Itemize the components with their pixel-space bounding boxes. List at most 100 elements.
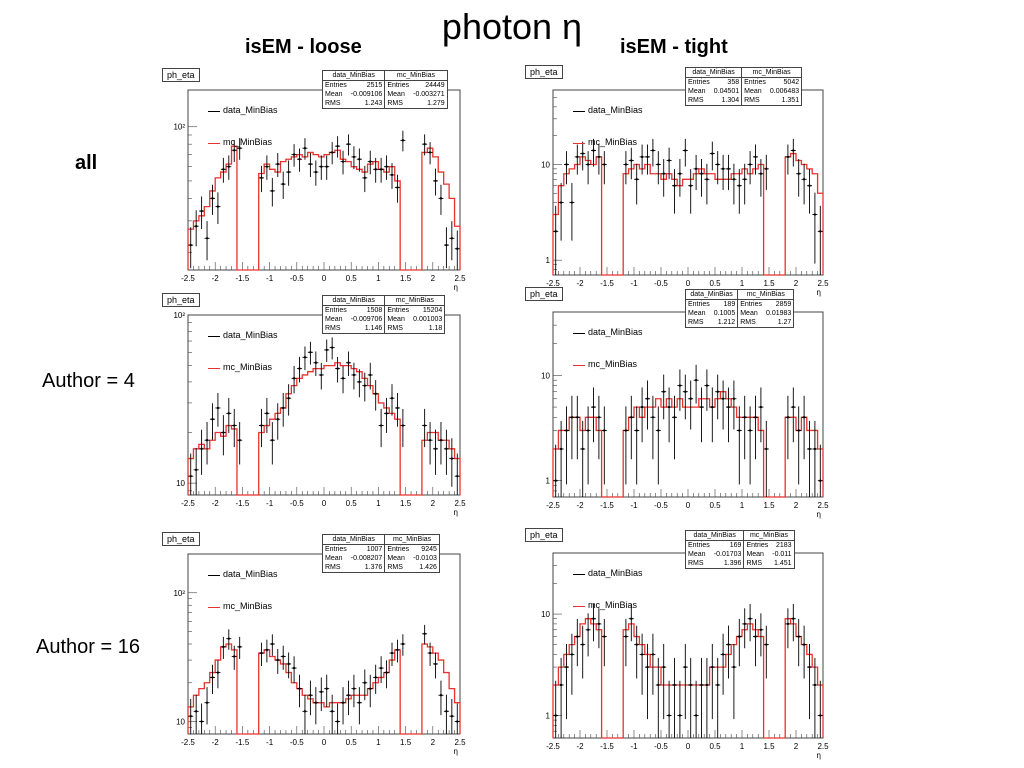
data-point <box>449 438 455 487</box>
stats-row: RMS 1.396 RMS 1.451 <box>688 559 792 569</box>
histogram-name-box: ph_eta <box>525 65 563 79</box>
x-tick-label: 1.5 <box>400 274 412 283</box>
data-point <box>790 603 796 642</box>
x-tick-label: 2.5 <box>454 738 466 747</box>
data-point <box>736 406 742 485</box>
data-point <box>634 625 640 679</box>
data-point <box>258 408 264 448</box>
data-point <box>796 159 802 197</box>
data-point <box>601 619 607 667</box>
data-point <box>449 221 455 261</box>
data-point <box>422 408 428 448</box>
x-tick-label: 2.5 <box>454 499 466 508</box>
data-point <box>199 196 205 230</box>
data-point <box>553 205 559 275</box>
data-point <box>362 372 368 402</box>
x-tick-label: -2.5 <box>546 501 560 510</box>
data-point <box>226 155 232 180</box>
data-point <box>763 420 769 497</box>
data-point <box>340 150 346 175</box>
data-point <box>280 393 286 427</box>
data-point <box>302 694 308 734</box>
data-point <box>585 406 591 485</box>
data-point <box>693 364 699 404</box>
data-point <box>302 138 308 160</box>
data-point <box>731 380 737 430</box>
data-point <box>209 184 215 215</box>
data-point <box>682 643 688 720</box>
data-point <box>362 669 368 701</box>
data-point <box>699 387 704 443</box>
mc-histogram-line <box>187 145 461 271</box>
data-point <box>367 362 373 390</box>
plot-frame <box>187 89 461 271</box>
x-tick-label: 1 <box>740 279 745 288</box>
data-point <box>564 151 569 185</box>
legend-mc-swatch <box>573 143 585 144</box>
data-point <box>558 420 564 497</box>
histogram-svg: -2.5 -2 -1.5 -1 -0.5 0 0.5 1 1.5 2 2.5η 1 10 <box>541 552 829 760</box>
data-point <box>715 657 721 738</box>
data-point <box>438 422 444 465</box>
y-tick-label: 10² <box>173 123 185 132</box>
data-point <box>286 652 292 679</box>
mc-histogram-line <box>552 391 824 498</box>
x-tick-label: 1.5 <box>763 501 775 510</box>
data-point <box>291 144 297 167</box>
x-tick-label: 2.5 <box>817 279 829 288</box>
data-point <box>693 680 699 738</box>
data-point <box>438 680 444 716</box>
data-point <box>666 387 672 443</box>
legend-data-swatch <box>573 574 585 575</box>
histogram-svg: -2.5 -2 -1.5 -1 -0.5 0 0.5 1 1.5 2 2.5η 10² <box>173 89 466 292</box>
legend-mc-label: mc_MinBias <box>223 601 273 611</box>
data-point <box>655 151 661 185</box>
data-point <box>591 603 596 642</box>
y-tick-label: 10 <box>541 160 550 169</box>
row-label-all: all <box>75 152 98 174</box>
x-tick-label: -2.5 <box>181 738 195 747</box>
data-point <box>389 384 395 416</box>
data-point <box>275 153 281 178</box>
data-point <box>650 138 656 167</box>
histogram-name-box: ph_eta <box>162 68 200 82</box>
mc-histogram-line <box>187 643 461 735</box>
data-point <box>362 165 368 193</box>
x-tick-label: 1 <box>376 274 381 283</box>
data-point <box>275 403 281 440</box>
x-tick-label: -0.5 <box>654 279 668 288</box>
data-point <box>623 406 629 485</box>
x-axis-label: η <box>454 747 458 756</box>
data-point <box>443 694 449 734</box>
histogram-panel-tight-a4: -2.5 -2 -1.5 -1 -0.5 0 0.5 1 1.5 2 2.5 η 1 10 data_Min… <box>523 287 833 521</box>
data-point <box>742 608 748 649</box>
y-tick-label: 10 <box>176 718 185 727</box>
data-point <box>650 395 656 460</box>
data-point <box>443 227 449 269</box>
data-point <box>796 619 802 667</box>
stats-row: Mean 0.04501 Mean 0.006483 <box>688 87 800 96</box>
data-point <box>709 643 715 720</box>
data-point <box>558 183 564 241</box>
data-point <box>747 406 753 485</box>
data-point <box>193 210 199 247</box>
data-point <box>639 144 645 175</box>
histogram-svg: -2.5 -2 -1.5 -1 -0.5 0 0.5 1 1.5 2 2.5η 1 10 <box>541 311 829 519</box>
data-point <box>351 674 357 708</box>
legend-mc-label: mc_MinBias <box>588 600 638 610</box>
data-point <box>591 138 596 167</box>
data-point <box>753 619 758 667</box>
legend-data-label: data_MinBias <box>223 569 278 579</box>
x-tick-label: 0.5 <box>709 279 721 288</box>
legend-mc-label: mc_MinBias <box>588 137 638 147</box>
data-point <box>812 192 818 264</box>
data-point <box>796 406 802 485</box>
x-tick-label: -1.5 <box>600 501 614 510</box>
stats-box: data_MinBias mc_MinBias Entries 2515 Entries… <box>322 70 448 109</box>
data-point <box>297 148 303 172</box>
data-point <box>286 160 292 186</box>
data-point <box>286 384 292 416</box>
data-point <box>226 629 232 650</box>
histogram-svg: -2.5 -2 -1.5 -1 -0.5 0 0.5 1 1.5 2 2.5η 10 10² <box>173 311 466 517</box>
data-point <box>709 141 715 171</box>
